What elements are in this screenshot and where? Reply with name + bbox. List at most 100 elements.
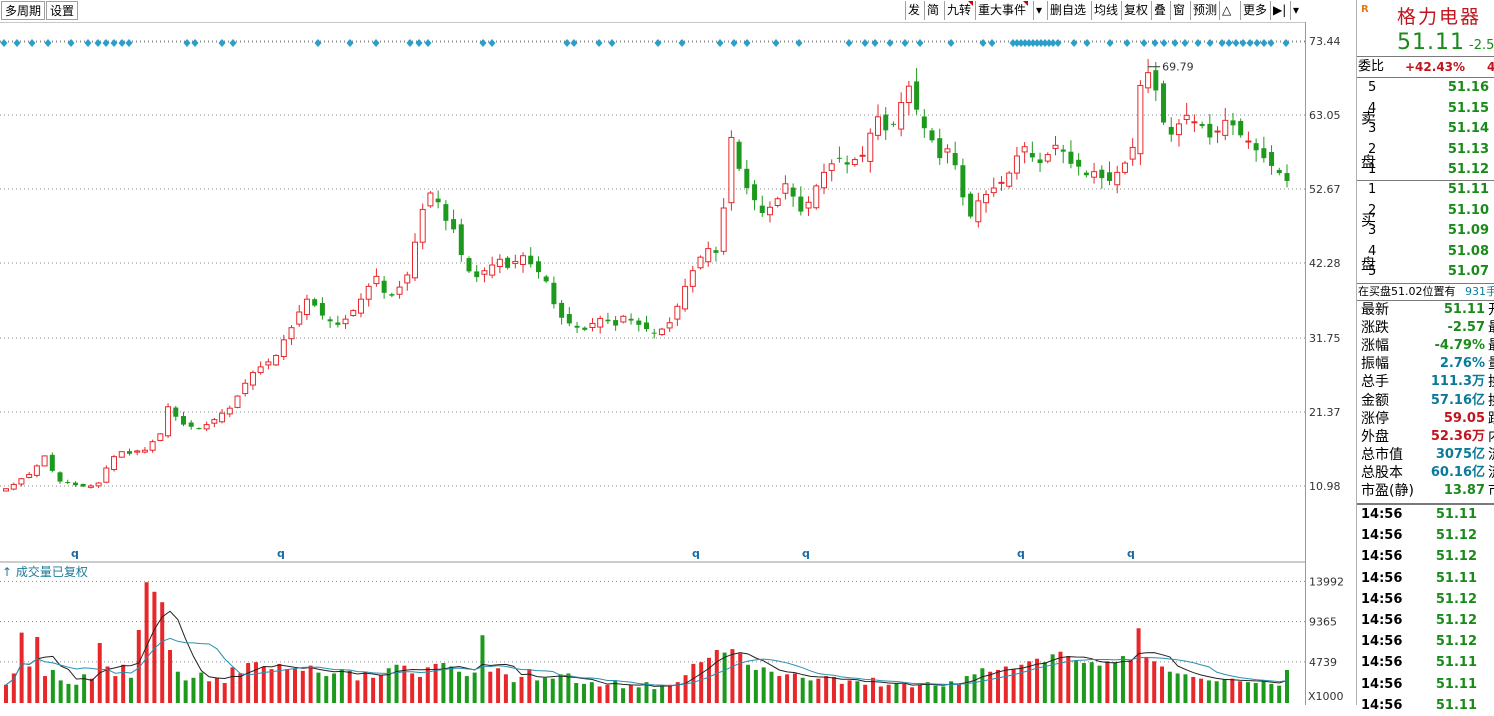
candle-body [890, 123, 896, 125]
volume-bar [1128, 660, 1133, 703]
buy-level-row[interactable]: 5 51.07 [1357, 262, 1494, 282]
toolbar-more-button[interactable]: 更多 [1240, 1, 1269, 20]
stat-row: 最新 51.11开 [1357, 301, 1494, 319]
volume-bar [871, 677, 876, 703]
volume-tick-label: 4739 [1309, 656, 1337, 669]
buy-level-row[interactable]: 3 51.09 [1357, 221, 1494, 241]
signal-diamond [1151, 39, 1159, 47]
signal-diamond [44, 39, 52, 47]
candle [774, 196, 781, 208]
stat-label: 总市值 [1361, 446, 1403, 463]
toolbar-fa-button[interactable]: 发 [905, 1, 922, 20]
candle [620, 314, 627, 324]
signal-diamond [1033, 39, 1041, 47]
candle [1129, 138, 1136, 166]
q-marker: q [1127, 547, 1135, 560]
candle [26, 471, 33, 479]
toolbar-forecast-button[interactable]: 预测 [1190, 1, 1219, 20]
signal-diamond [1194, 39, 1202, 47]
level-number: 3 [1368, 121, 1377, 136]
toolbar-dropdown-icon[interactable]: ▾ [1290, 1, 1301, 20]
tick-time: 14:56 [1361, 634, 1403, 650]
settings-button[interactable]: 设置 [46, 1, 79, 20]
candle [365, 283, 372, 307]
toolbar-jian-button[interactable]: 简 [924, 1, 941, 20]
buy-level-row[interactable]: 2 51.10 [1357, 201, 1494, 221]
signal-diamond [1123, 39, 1131, 47]
volume-bar [355, 680, 360, 703]
candle [975, 192, 982, 228]
candle-body [1013, 155, 1020, 174]
candle [342, 315, 349, 329]
candle [944, 144, 951, 164]
toolbar-jiuzhuan-button[interactable]: 九转 [944, 1, 974, 20]
sell-level-row[interactable]: 3 51.14 [1357, 119, 1494, 139]
signal-diamond [901, 39, 909, 47]
toolbar-major-events-button[interactable]: 重大事件 [975, 1, 1029, 20]
max-price-label: 69.79 [1162, 61, 1194, 74]
candle-body [157, 433, 164, 441]
toolbar-overlay-button[interactable]: 叠 [1151, 1, 1168, 20]
candle-body [1114, 171, 1121, 186]
volume-bar [207, 681, 212, 703]
sell-level-row[interactable]: 2 51.13 [1357, 140, 1494, 160]
signal-diamond [861, 39, 869, 47]
signal-diamond [1013, 39, 1021, 47]
volume-bar [1206, 680, 1211, 703]
signal-diamond [743, 39, 751, 47]
lock-icon[interactable]: △ [1219, 1, 1233, 20]
volume-bar [1285, 669, 1289, 703]
tick-row: 14:56 51.12 [1357, 546, 1494, 567]
volume-bar [800, 677, 805, 703]
sell-level-row[interactable]: 4 51.15 [1357, 99, 1494, 119]
stat-next-label: 流 [1488, 446, 1494, 464]
volume-bar [464, 676, 469, 703]
candle [1284, 164, 1290, 188]
sell-level-row[interactable]: 1 51.12 [1357, 160, 1494, 180]
signal-diamond [1037, 39, 1045, 47]
buy-level-row[interactable]: 4 51.08 [1357, 242, 1494, 262]
kline-chart[interactable]: 69.79 73.44 63.05 52.67 42.28 31.75 21.37 10.9… [0, 22, 1356, 705]
candle-body [427, 192, 434, 207]
candle [844, 155, 850, 174]
level-price: 51.11 [1447, 182, 1489, 197]
candle [373, 268, 380, 287]
candle-body [1261, 148, 1267, 159]
signal-diamond [1083, 39, 1091, 47]
volume-bar [613, 680, 618, 703]
stat-label: 外盘 [1361, 428, 1389, 445]
candle-body [759, 205, 765, 213]
candle-body [226, 407, 233, 415]
tick-row: 14:56 51.12 [1357, 525, 1494, 546]
toolbar-ma-button[interactable]: 均线 [1091, 1, 1120, 20]
volume-bar [1144, 656, 1149, 703]
candle [1153, 61, 1159, 101]
play-end-icon[interactable]: ▶| [1270, 1, 1288, 20]
toolbar-remove-watch-button[interactable]: 删自选 [1047, 1, 1088, 20]
major-events-dropdown-icon[interactable]: ▾ [1033, 1, 1044, 20]
candle [658, 327, 665, 336]
candle-body [613, 320, 619, 326]
r-badge-icon: R [1361, 4, 1369, 15]
tick-time: 14:56 [1361, 676, 1403, 692]
volume-bar [839, 683, 844, 703]
toolbar-window-button[interactable]: 窗 [1170, 1, 1187, 20]
sell-level-row[interactable]: 5 51.16 [1357, 78, 1494, 98]
candle-body [697, 256, 704, 269]
signal-diamond [595, 39, 603, 47]
candle [188, 420, 194, 430]
volume-bar [246, 663, 251, 703]
candle-body [644, 322, 649, 330]
multi-period-button[interactable]: 多周期 [1, 1, 46, 20]
volume-bar [1175, 673, 1180, 703]
volume-bar [542, 677, 547, 703]
candle-body [1222, 119, 1229, 136]
stat-row: 总股本 60.16亿流 [1357, 464, 1494, 482]
toolbar-adjust-button[interactable]: 复权 [1121, 1, 1150, 20]
candle-body [118, 451, 125, 458]
volume-bar [511, 682, 516, 703]
candle-body [1091, 171, 1098, 178]
buy-level-row[interactable]: 1 51.11 [1357, 180, 1494, 200]
volume-bar [621, 688, 626, 703]
webi-tail: 4 [1487, 60, 1494, 74]
